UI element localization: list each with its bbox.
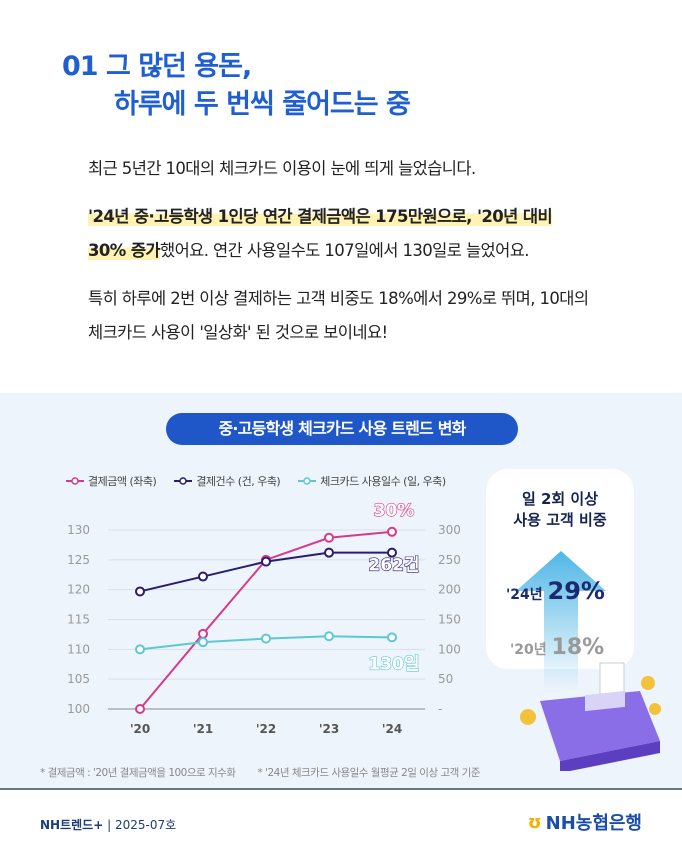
line-chart: 100 - 105 50 110 100 115 150 120 200 125 250 130 300 '… [67,500,461,736]
data-point [135,586,145,597]
left-tick-label: 100 [67,702,90,716]
data-point [324,631,334,642]
data-point [324,547,334,558]
card-terminal-icon [520,662,661,771]
data-point [198,628,208,639]
footnotes: * 결제금액 : '20년 결제금액을 100으로 지수화 * '24년 체크카드… [40,765,502,780]
bank-logo: ʊ NH농협은행 [528,809,642,835]
logo-text: NH농협은행 [545,813,642,834]
x-tick-label: '24 [382,722,402,736]
right-tick-label: 100 [438,642,461,656]
highlight: '24년 중·고등학생 1인당 연간 결제금액은 175만원으로, '20년 대… [88,207,553,226]
brand: NH트렌드+ [40,818,104,832]
right-tick-label: 250 [438,553,461,567]
x-tick-label: '22 [256,722,276,736]
body-text: 최근 5년간 10대의 체크카드 이용이 눈에 띄게 늘었습니다. '24년 중… [88,152,668,364]
data-point [261,556,271,567]
data-point [198,571,208,582]
left-tick-label: 130 [67,523,90,537]
legend-label: 체크카드 사용일수 (일, 우축) [320,475,446,488]
chart-panel: 중·고등학생 체크카드 사용 트렌드 변화 결제금액 (좌축) 결제건수 (건, … [0,393,682,790]
arrow-up-icon [516,551,606,691]
data-point [198,637,208,648]
chart-title: 중·고등학생 체크카드 사용 트렌드 변화 [166,413,518,445]
right-tick-label: 150 [438,613,461,627]
series-end-label: 30% [374,501,415,521]
paragraph-2: '24년 중·고등학생 1인당 연간 결제금액은 175만원으로, '20년 대… [88,200,668,268]
x-tick-label: '20 [130,722,150,736]
year: '20년 [510,642,547,658]
left-tick-label: 115 [67,613,90,627]
issue: | 2025-07호 [107,818,177,832]
left-tick-label: 105 [67,672,90,686]
left-tick-label: 125 [67,553,90,567]
data-point [387,547,397,558]
footnote: * 결제금액 : '20년 결제금액을 100으로 지수화 [40,767,236,779]
year: '24년 [506,587,543,603]
legend-item: 결제건수 (건, 우축) [174,473,281,489]
value: 18% [551,635,605,660]
data-point [135,644,145,655]
legend-marker-icon [66,477,84,485]
legend-item: 체크카드 사용일수 (일, 우축) [298,473,446,489]
paragraph-1: 최근 5년간 10대의 체크카드 이용이 눈에 띄게 늘었습니다. [88,159,476,178]
bubble-title-2: 사용 고객 비중 [513,511,607,529]
stat-2020: '20년 18% [510,635,604,660]
chart-legend: 결제금액 (좌축) 결제건수 (건, 우축) 체크카드 사용일수 (일, 우축) [66,473,446,489]
title-line2: 하루에 두 번씩 줄어드는 중 [114,89,411,120]
right-tick-label: 200 [438,583,461,597]
series-end-label: 130일 [368,654,419,674]
page-title: 01 그 많던 용돈, 하루에 두 번씩 줄어드는 중 [62,48,411,124]
bubble-title-1: 일 2회 이상 [521,490,599,508]
legend-marker-icon [174,477,193,485]
data-point [261,633,271,644]
legend-label: 결제건수 (건, 우축) [196,475,281,488]
legend-label: 결제금액 (좌축) [88,475,157,488]
right-tick-label: 50 [438,672,453,686]
value: 29% [547,577,605,605]
legend-item: 결제금액 (좌축) [66,473,157,489]
paragraph-3: 특히 하루에 2번 이상 결제하는 고객 비중도 18%에서 29%로 뛰며, … [88,289,589,342]
legend-marker-icon [298,477,317,485]
series-end-label: 262건 [368,556,419,576]
right-tick-label: - [438,702,442,716]
left-tick-label: 120 [67,583,90,597]
text: 했어요. 연간 사용일수도 107일에서 130일로 늘었어요. [160,241,530,260]
data-point [324,532,334,543]
highlight: 30% 증가 [88,241,161,260]
data-point [135,704,145,714]
data-point [387,526,397,537]
x-tick-label: '23 [319,722,339,736]
stat-2024: '24년 29% [506,577,605,605]
left-tick-label: 110 [67,642,90,656]
title-line1: 01 그 많던 용돈, [62,51,252,82]
x-tick-label: '21 [193,722,213,736]
footer-issue: NH트렌드+ | 2025-07호 [40,816,176,833]
logo-icon: ʊ [527,811,542,833]
footnote: * '24년 체크카드 사용일수 월평균 2일 이상 고객 기준 [257,767,481,779]
data-point [387,632,397,643]
right-tick-label: 300 [438,523,461,537]
